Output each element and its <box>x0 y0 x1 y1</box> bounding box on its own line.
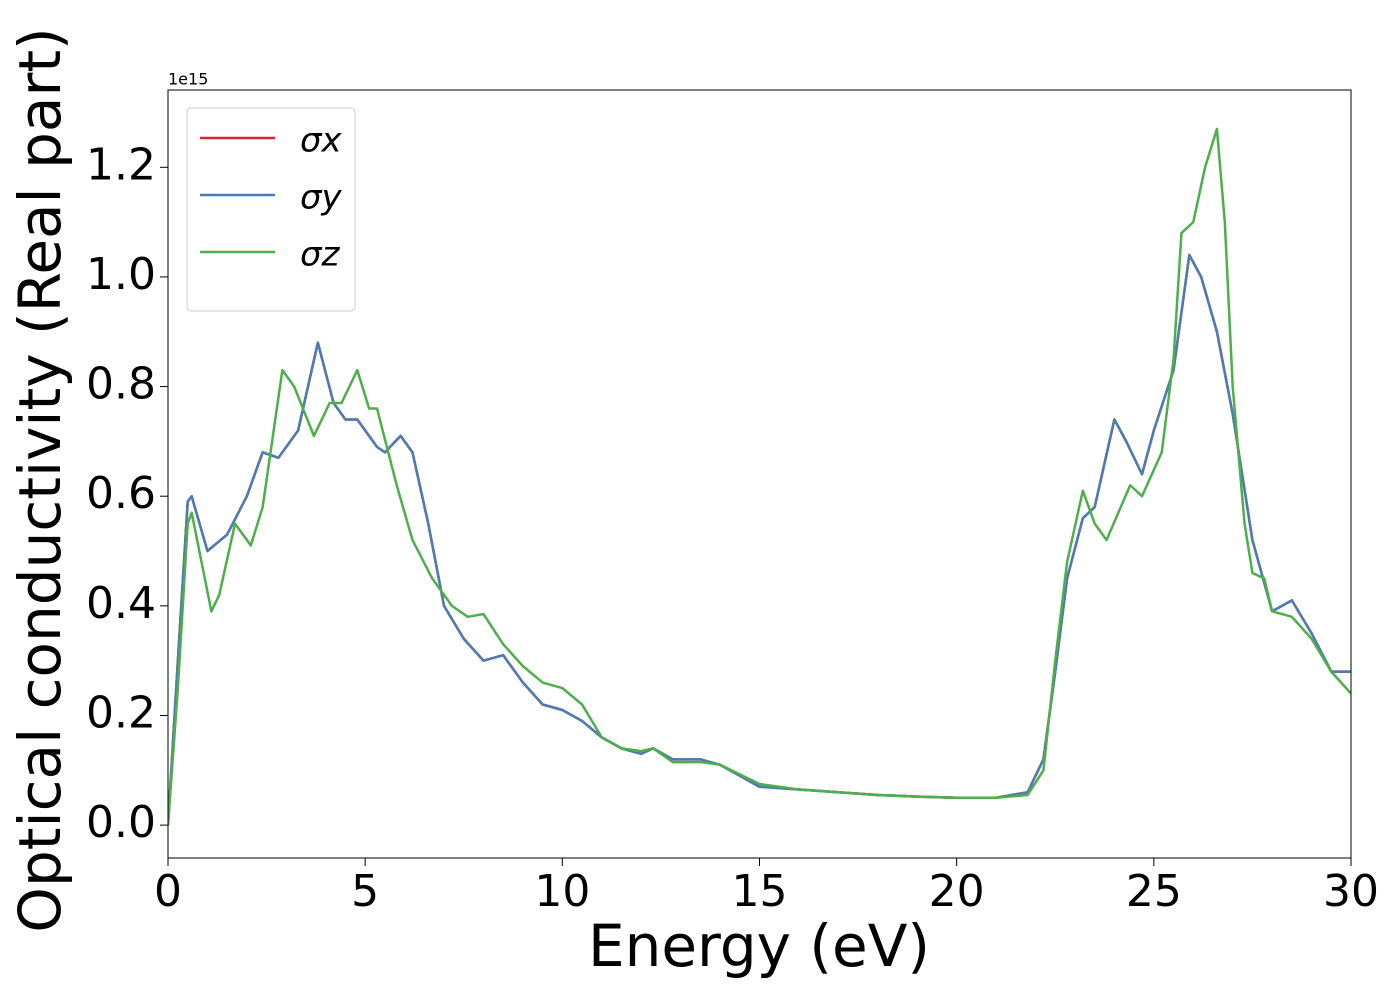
y-axis-label: Optical conductivity (Real part) <box>6 27 74 932</box>
x-tick-label: 15 <box>732 866 788 917</box>
y-tick-label: 0.2 <box>86 687 156 738</box>
legend-label: σy <box>300 178 343 218</box>
series-line <box>168 127 1351 826</box>
y-tick-label: 0.6 <box>86 468 156 519</box>
y-tick-label: 1.2 <box>86 139 156 190</box>
plot-frame <box>167 89 1352 859</box>
legend-box <box>186 107 356 312</box>
x-tick-label: 5 <box>351 866 379 917</box>
legend-label: σz <box>300 235 341 275</box>
x-tick-label: 20 <box>929 866 985 917</box>
y-tick-label: 0.0 <box>86 797 156 848</box>
x-axis-label: Energy (eV) <box>588 912 930 980</box>
x-tick-label: 0 <box>154 866 182 917</box>
x-tick-label: 25 <box>1126 866 1182 917</box>
offset-label: 1e15 <box>168 70 208 89</box>
y-tick-label: 0.4 <box>86 578 156 629</box>
y-tick-label: 1.0 <box>86 249 156 300</box>
x-tick-label: 30 <box>1323 866 1379 917</box>
y-tick-label: 0.8 <box>86 359 156 410</box>
x-tick-label: 10 <box>534 866 590 917</box>
legend-label: σx <box>300 121 343 161</box>
